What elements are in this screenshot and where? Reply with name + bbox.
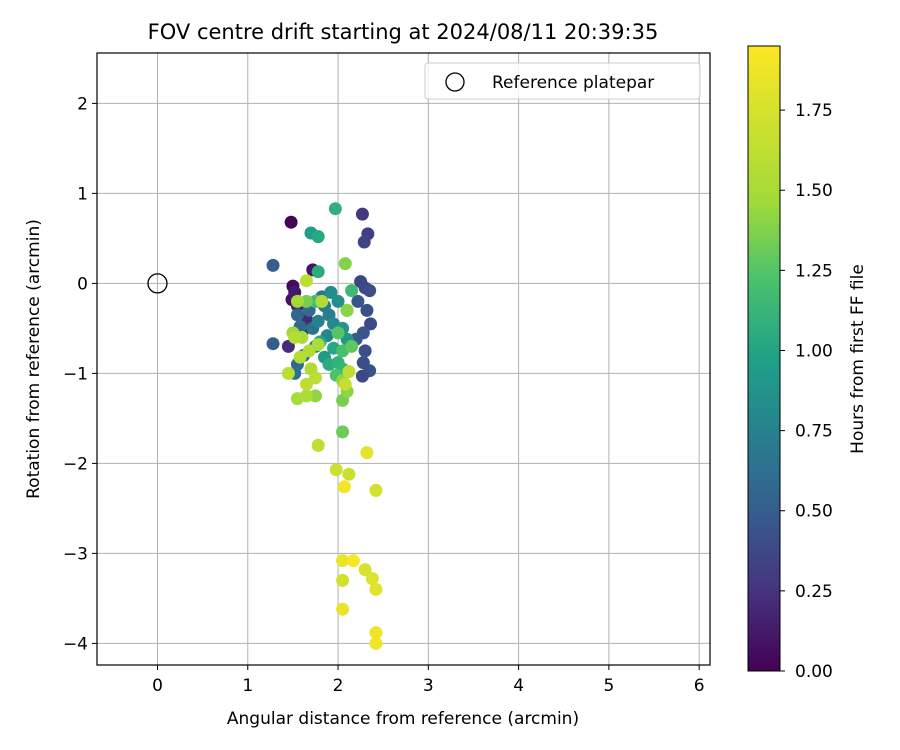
chart-title: FOV centre drift starting at 2024/08/11 …	[148, 20, 659, 44]
scatter-point	[369, 636, 383, 650]
x-tick-label: 1	[242, 676, 253, 696]
legend-box	[424, 62, 701, 100]
scatter-point	[364, 317, 378, 331]
colorbar-tick-label: 1.75	[795, 101, 833, 121]
y-tick-label: 1	[77, 184, 88, 204]
scatter-point	[266, 258, 280, 272]
scatter-point	[345, 339, 359, 353]
y-tick-label: −2	[63, 454, 88, 474]
scatter-point	[346, 554, 360, 568]
scatter-point	[355, 207, 369, 221]
scatter-point	[357, 235, 371, 249]
scatter-point	[338, 377, 352, 391]
scatter-point	[369, 582, 383, 596]
scatter-point	[342, 467, 356, 481]
grid-lines	[97, 53, 710, 665]
scatter-point	[293, 350, 307, 364]
scatter-point	[345, 284, 359, 298]
y-tick-label: 2	[77, 94, 88, 114]
scatter-point	[324, 285, 338, 299]
scatter-point	[342, 365, 356, 379]
colorbar-tick-label: 1.25	[795, 261, 833, 281]
scatter-point	[311, 230, 325, 244]
colorbar: 0.00 0.25 0.50 0.75 1.00 1.25 1.50 1.75 Hours f…	[747, 45, 868, 682]
y-tick-label: −4	[63, 634, 88, 654]
scatter-point	[360, 303, 374, 317]
x-tick-label: 5	[603, 676, 614, 696]
scatter-point	[311, 338, 325, 352]
scatter-point	[338, 257, 352, 271]
plot-frame	[96, 52, 711, 666]
scatter-point	[336, 573, 350, 587]
scatter-point	[299, 377, 313, 391]
scatter-points	[266, 202, 383, 650]
scatter-point	[315, 294, 329, 308]
legend-marker-icon	[445, 72, 465, 92]
scatter-point	[336, 554, 350, 568]
scatter-point	[340, 303, 354, 317]
scatter-point	[302, 344, 316, 358]
colorbar-tick-label: 1.50	[795, 181, 833, 201]
scatter-point	[281, 366, 295, 380]
y-tick-label: 0	[77, 274, 88, 294]
y-tick-label: −3	[63, 544, 88, 564]
colorbar-tick-label: 0.50	[795, 502, 833, 522]
colorbar-tick-label: 0.00	[795, 662, 833, 682]
scatter-point	[355, 369, 369, 383]
scatter-point	[363, 284, 377, 298]
colorbar-frame	[747, 45, 781, 672]
x-tick-label: 2	[333, 676, 344, 696]
x-tick-label: 6	[694, 676, 705, 696]
scatter-point	[328, 202, 342, 216]
scatter-point	[299, 389, 313, 403]
x-tick-label: 0	[152, 676, 163, 696]
colorbar-ticks: 0.00 0.25 0.50 0.75 1.00 1.25 1.50 1.75	[780, 101, 833, 682]
scatter-point	[358, 563, 372, 577]
scatter-point	[365, 572, 379, 586]
scatter-point	[369, 626, 383, 640]
scatter-point	[266, 337, 280, 351]
scatter-point	[351, 294, 365, 308]
y-axis-ticks: −4 −3 −2 −1 0 1 2	[63, 94, 97, 654]
scatter-point	[281, 339, 295, 353]
colorbar-tick-label: 1.00	[795, 341, 833, 361]
scatter-point	[358, 344, 372, 358]
scatter-point	[308, 389, 322, 403]
y-tick-label: −1	[63, 364, 88, 384]
reference-platepar-marker	[147, 273, 168, 294]
scatter-point	[360, 446, 374, 460]
legend: Reference platepar	[424, 62, 701, 100]
colorbar-tick-label: 0.75	[795, 422, 833, 442]
reference-marker-group	[147, 273, 168, 294]
scatter-point	[299, 274, 313, 288]
scatter-point	[369, 483, 383, 497]
x-axis-label: Angular distance from reference (arcmin)	[227, 709, 579, 729]
scatter-point	[311, 438, 325, 452]
scatter-point	[284, 215, 298, 229]
scatter-point	[331, 326, 345, 340]
x-axis-ticks: 0 1 2 3 4 5 6	[152, 665, 705, 696]
legend-label: Reference platepar	[492, 73, 654, 93]
scatter-point	[329, 463, 343, 477]
scatter-point	[337, 480, 351, 494]
scatter-point	[308, 371, 322, 385]
scatter-point	[331, 294, 345, 308]
scatter-point	[290, 308, 304, 322]
x-tick-label: 4	[513, 676, 524, 696]
scatter-point	[311, 265, 325, 279]
y-axis-label: Rotation from reference (arcmin)	[24, 219, 44, 499]
scatter-point	[336, 425, 350, 439]
colorbar-gradient	[748, 46, 780, 671]
colorbar-label: Hours from first FF file	[848, 264, 868, 454]
scatter-point	[288, 330, 302, 344]
x-tick-label: 3	[423, 676, 434, 696]
scatter-point	[311, 314, 325, 328]
scatter-point	[290, 294, 304, 308]
scatter-point	[336, 602, 350, 616]
colorbar-tick-label: 0.25	[795, 582, 833, 602]
scatter-point	[299, 294, 313, 308]
